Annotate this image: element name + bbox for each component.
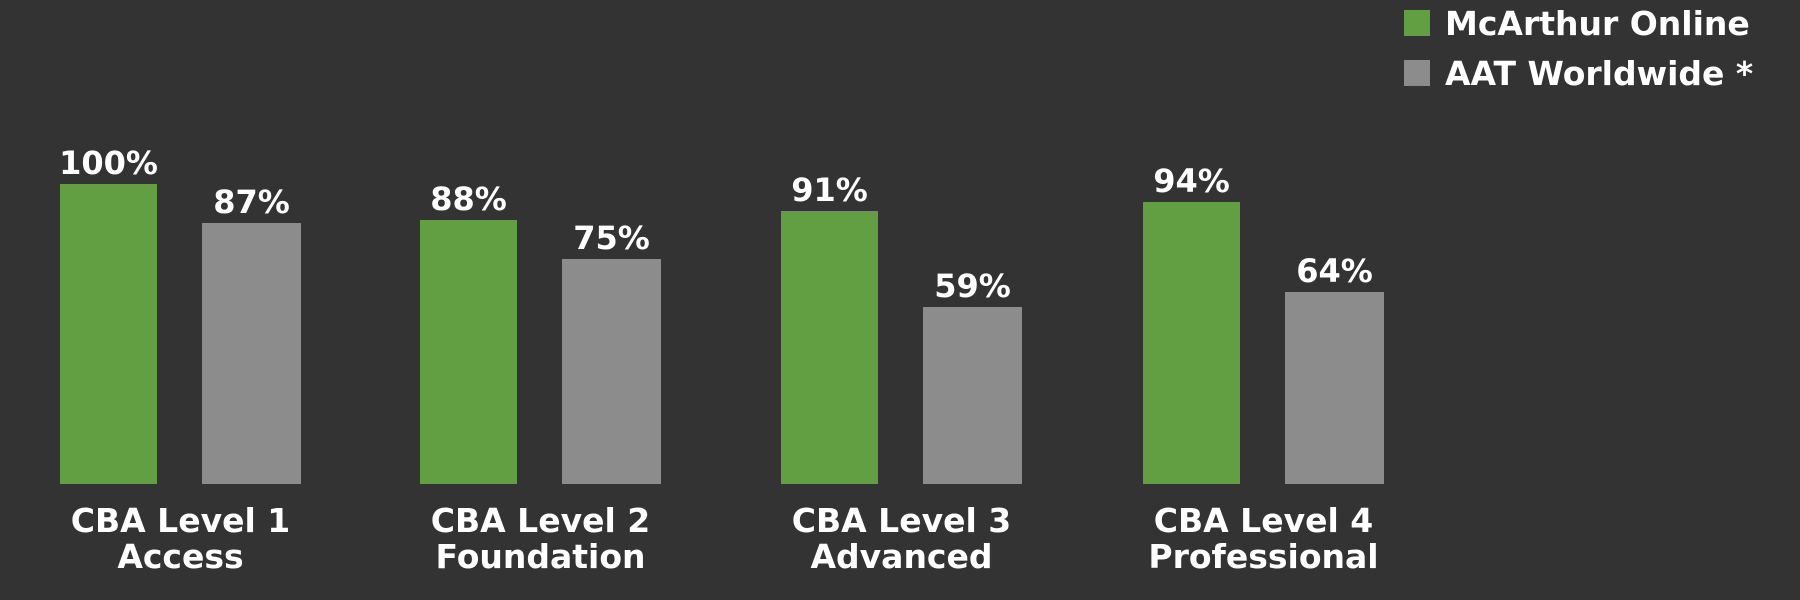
value-label: 75% — [573, 219, 650, 257]
category-label-line: Professional — [1148, 537, 1378, 576]
value-labels-layer: 100% 87% 88% 75% 91% 59% 94% 64% — [59, 144, 1373, 305]
value-label: 88% — [430, 180, 507, 218]
category-label-line: Foundation — [435, 537, 645, 576]
legend-label: AAT Worldwide * — [1445, 54, 1753, 93]
legend-label: McArthur Online — [1445, 4, 1750, 43]
bar-mcarthur-level-2 — [420, 220, 517, 484]
legend-swatch — [1404, 10, 1430, 36]
bar-aat-level-3 — [923, 307, 1022, 484]
bar-mcarthur-level-1 — [60, 184, 157, 484]
value-label: 87% — [213, 183, 290, 221]
category-label-line: Access — [117, 537, 243, 576]
category-label-line: CBA Level 2 — [431, 501, 650, 540]
bar-mcarthur-level-3 — [781, 211, 878, 484]
bars-layer — [60, 184, 1384, 484]
category-label-line: Advanced — [811, 537, 993, 576]
value-label: 100% — [59, 144, 158, 182]
legend: McArthur Online AAT Worldwide * — [1404, 4, 1753, 93]
bar-aat-level-1 — [202, 223, 301, 484]
category-label-line: CBA Level 1 — [71, 501, 290, 540]
value-label: 91% — [791, 171, 868, 209]
value-label: 59% — [934, 267, 1011, 305]
value-label: 64% — [1296, 252, 1373, 290]
legend-swatch — [1404, 60, 1430, 86]
value-label: 94% — [1153, 162, 1230, 200]
category-label-line: CBA Level 3 — [792, 501, 1011, 540]
category-label-line: CBA Level 4 — [1154, 501, 1373, 540]
bar-aat-level-4 — [1285, 292, 1384, 484]
bar-aat-level-2 — [562, 259, 661, 484]
bar-mcarthur-level-4 — [1143, 202, 1240, 484]
